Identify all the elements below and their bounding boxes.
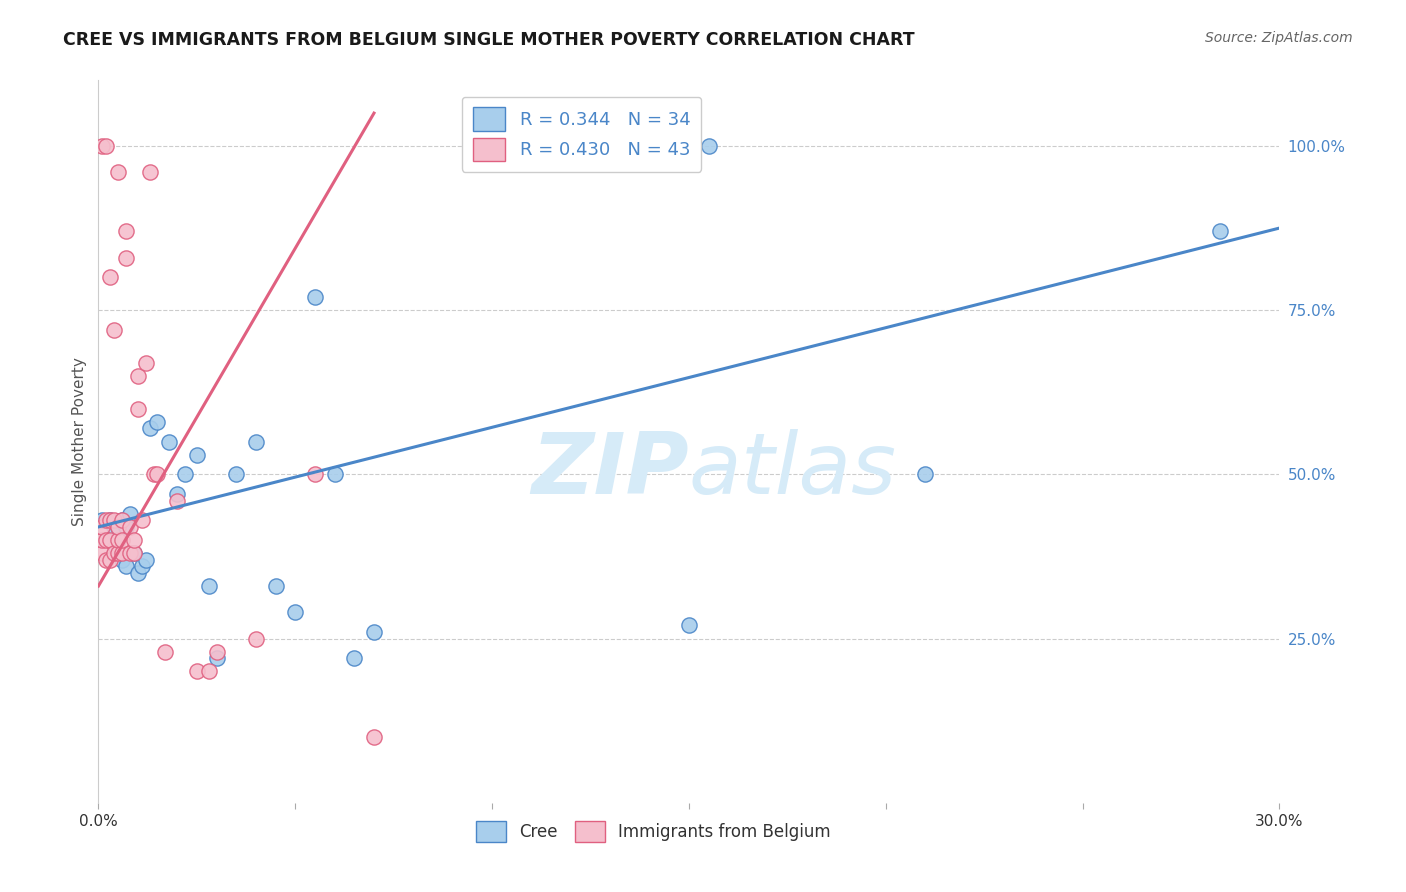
Point — [111, 553, 134, 567]
Point — [122, 533, 145, 547]
Point — [138, 165, 160, 179]
Point — [115, 251, 138, 265]
Point — [135, 553, 157, 567]
Point — [174, 467, 197, 482]
Point — [146, 415, 169, 429]
Point — [127, 401, 149, 416]
Point — [103, 546, 125, 560]
Point — [98, 513, 121, 527]
Point — [107, 520, 129, 534]
Point — [197, 579, 219, 593]
Y-axis label: Single Mother Poverty: Single Mother Poverty — [72, 357, 87, 526]
Point — [225, 467, 247, 482]
Point — [697, 139, 720, 153]
Point — [135, 356, 157, 370]
Point — [107, 533, 129, 547]
Point — [91, 546, 114, 560]
Point — [127, 368, 149, 383]
Point — [96, 513, 118, 527]
Point — [166, 487, 188, 501]
Text: ZIP: ZIP — [531, 429, 689, 512]
Text: Source: ZipAtlas.com: Source: ZipAtlas.com — [1205, 31, 1353, 45]
Point — [91, 533, 114, 547]
Point — [122, 546, 145, 560]
Legend: Cree, Immigrants from Belgium: Cree, Immigrants from Belgium — [470, 814, 838, 848]
Point — [111, 513, 134, 527]
Point — [98, 533, 121, 547]
Point — [914, 467, 936, 482]
Point — [304, 290, 326, 304]
Point — [205, 645, 228, 659]
Point — [304, 467, 326, 482]
Point — [678, 618, 700, 632]
Point — [323, 467, 346, 482]
Point — [96, 533, 118, 547]
Point — [115, 224, 138, 238]
Point — [197, 665, 219, 679]
Point — [118, 520, 141, 534]
Point — [91, 139, 114, 153]
Point — [96, 553, 118, 567]
Point — [363, 625, 385, 640]
Point — [264, 579, 287, 593]
Point — [131, 513, 153, 527]
Point — [107, 520, 129, 534]
Point — [98, 270, 121, 285]
Point — [166, 493, 188, 508]
Point — [115, 559, 138, 574]
Point — [111, 513, 134, 527]
Point — [127, 566, 149, 580]
Point — [103, 546, 125, 560]
Point — [205, 651, 228, 665]
Point — [186, 665, 208, 679]
Point — [122, 546, 145, 560]
Point — [363, 730, 385, 744]
Point — [343, 651, 366, 665]
Point — [284, 605, 307, 619]
Point — [146, 467, 169, 482]
Point — [186, 448, 208, 462]
Point — [103, 520, 125, 534]
Point — [98, 553, 121, 567]
Point — [103, 513, 125, 527]
Point — [115, 520, 138, 534]
Point — [1209, 224, 1232, 238]
Point — [118, 507, 141, 521]
Point — [107, 546, 129, 560]
Text: CREE VS IMMIGRANTS FROM BELGIUM SINGLE MOTHER POVERTY CORRELATION CHART: CREE VS IMMIGRANTS FROM BELGIUM SINGLE M… — [63, 31, 915, 49]
Point — [98, 513, 121, 527]
Point — [118, 546, 141, 560]
Point — [245, 434, 267, 449]
Point — [131, 559, 153, 574]
Point — [96, 139, 118, 153]
Point — [142, 467, 165, 482]
Point — [107, 165, 129, 179]
Point — [111, 533, 134, 547]
Point — [138, 421, 160, 435]
Point — [155, 645, 177, 659]
Point — [245, 632, 267, 646]
Point — [103, 323, 125, 337]
Point — [91, 513, 114, 527]
Point — [111, 546, 134, 560]
Point — [91, 520, 114, 534]
Point — [157, 434, 180, 449]
Text: atlas: atlas — [689, 429, 897, 512]
